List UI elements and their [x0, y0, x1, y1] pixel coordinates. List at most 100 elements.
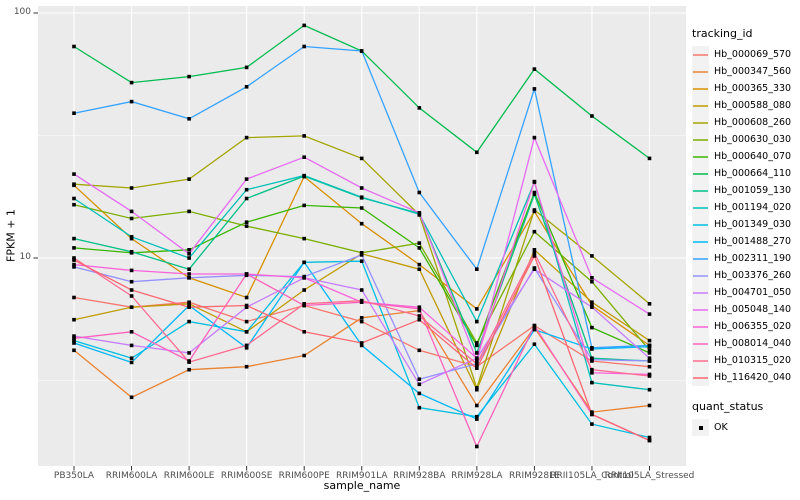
data-point	[647, 387, 652, 392]
legend-line-icon	[693, 326, 708, 328]
data-point	[647, 343, 652, 348]
legend-entry-label: Hb_000365_330	[714, 83, 792, 94]
legend-line-icon	[693, 343, 708, 345]
data-point	[72, 256, 76, 260]
data-point	[187, 74, 191, 79]
x-tick-label: RRIM600PE	[278, 471, 330, 481]
data-point	[72, 246, 76, 250]
data-point	[129, 343, 134, 348]
legend-key-swatch	[692, 148, 709, 165]
legend-entry: Hb_006355_020	[692, 318, 800, 335]
data-point	[359, 221, 364, 226]
legend-entry-label: Hb_000640_070	[714, 151, 792, 162]
data-point	[647, 312, 652, 316]
legend-line-icon	[693, 360, 708, 362]
data-point	[532, 323, 537, 328]
legend-entry: Hb_003376_260	[692, 267, 800, 284]
quant-entry-label: OK	[714, 422, 728, 433]
data-point	[72, 348, 76, 353]
legend-panel: tracking_id Hb_000069_570 Hb_000347_560 Hb…	[692, 27, 800, 436]
legend-entry: Hb_008014_040	[692, 335, 800, 352]
legend-line-icon	[693, 54, 708, 56]
data-point	[129, 186, 134, 190]
data-point	[129, 305, 134, 309]
data-point	[302, 260, 306, 265]
data-point	[647, 356, 652, 360]
quant-legend-title: quant_status	[692, 400, 764, 413]
legend-line-icon	[693, 309, 708, 311]
point-icon	[698, 425, 703, 430]
legend-entry-label: Hb_010315_020	[714, 355, 792, 366]
data-point	[187, 177, 191, 181]
data-point	[72, 265, 76, 269]
legend-entry: Hb_000347_560	[692, 63, 800, 80]
legend-key-swatch	[692, 301, 709, 318]
legend-line-icon	[693, 224, 708, 226]
data-point	[129, 209, 134, 214]
legend-entry-label: Hb_000069_570	[714, 49, 792, 60]
legend-line-icon	[693, 139, 708, 141]
data-point	[244, 330, 249, 334]
data-point	[590, 305, 594, 309]
legend-entry: Hb_001349_030	[692, 216, 800, 233]
data-point	[187, 209, 191, 214]
legend-line-icon	[693, 71, 708, 73]
data-point	[129, 356, 134, 360]
data-point	[187, 256, 191, 260]
x-tick-label: RRIM600LE	[163, 471, 215, 481]
data-point	[187, 272, 191, 276]
data-point	[475, 307, 479, 311]
legend-entry-label: Hb_116420_040	[714, 372, 792, 383]
quant-legend-entry: OK	[692, 419, 800, 436]
data-point	[532, 251, 537, 255]
data-point	[647, 435, 652, 440]
data-point	[590, 371, 594, 375]
data-point	[302, 353, 306, 358]
legend-entry: Hb_000069_570	[692, 46, 800, 63]
data-point	[129, 99, 134, 104]
data-point	[647, 438, 652, 443]
data-point	[187, 267, 191, 271]
data-point	[359, 298, 364, 303]
data-point	[359, 253, 364, 257]
legend-line-icon	[693, 173, 708, 175]
data-point	[72, 111, 76, 115]
data-point	[302, 134, 306, 138]
data-point	[417, 211, 422, 215]
y-tick-label: 100	[13, 7, 31, 17]
data-point	[417, 382, 422, 387]
data-point	[359, 316, 364, 320]
data-point	[647, 302, 652, 306]
data-point	[647, 348, 652, 353]
data-point	[359, 288, 364, 292]
x-tick-label: RRIM928LA	[451, 471, 503, 481]
x-tick-label: RRIM600LA	[105, 471, 158, 481]
data-point	[475, 343, 479, 348]
data-point	[129, 250, 134, 254]
data-point	[244, 85, 249, 89]
legend-entry-label: Hb_002311_190	[714, 253, 792, 264]
data-point	[302, 44, 306, 49]
data-point	[187, 252, 191, 256]
data-point	[72, 172, 76, 176]
data-point	[359, 186, 364, 190]
data-point	[72, 258, 76, 262]
data-point	[590, 325, 594, 330]
data-point	[417, 267, 422, 271]
data-point	[475, 386, 479, 390]
data-point	[475, 359, 479, 363]
data-point	[187, 319, 191, 324]
data-point	[590, 346, 594, 350]
legend-entry-label: Hb_000588_080	[714, 100, 792, 111]
legend-entry: Hb_010315_020	[692, 352, 800, 369]
data-point	[72, 44, 76, 49]
data-point	[590, 422, 594, 426]
legend-entry: Hb_001194_020	[692, 199, 800, 216]
data-point	[475, 351, 479, 355]
data-point	[244, 319, 249, 324]
data-point	[532, 192, 537, 197]
data-point	[417, 348, 422, 353]
data-point	[302, 276, 306, 280]
data-point	[187, 117, 191, 121]
